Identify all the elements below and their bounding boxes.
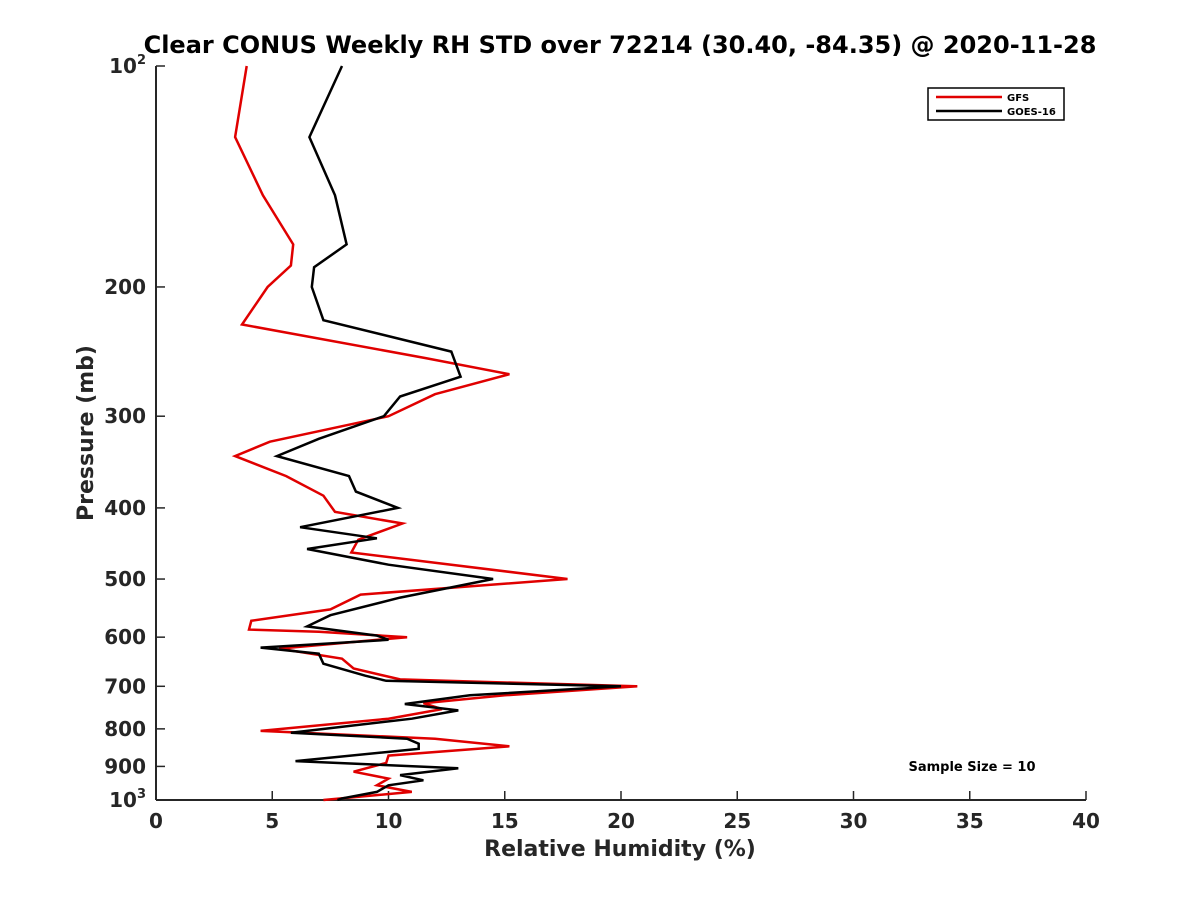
series-line-goes-16: [260, 65, 622, 802]
legend-label-gfs: GFS: [1007, 93, 1029, 104]
x-tick-label: 25: [723, 809, 751, 833]
sample-size-annotation: Sample Size = 10: [908, 760, 1035, 775]
y-tick-label: 500: [104, 567, 146, 591]
y-tick-label: 102: [109, 53, 146, 78]
legend: GFS GOES-16: [927, 87, 1065, 121]
y-axis-label: Pressure (mb): [74, 345, 99, 521]
series-line-gfs: [231, 65, 638, 802]
y-tick-label: 300: [104, 404, 146, 428]
legend-box: [927, 87, 1065, 121]
series-layer: [231, 65, 638, 802]
y-tick-label: 103: [109, 787, 146, 812]
y-tick-label: 800: [104, 717, 146, 741]
legend-label-goes16: GOES-16: [1007, 107, 1056, 118]
y-tick-label: 200: [104, 275, 146, 299]
x-tick-label: 0: [149, 809, 163, 833]
x-tick-label: 5: [265, 809, 279, 833]
y-tick-label: 900: [104, 754, 146, 778]
x-tick-label: 30: [840, 809, 868, 833]
axes: 0 5 10 15 20 25 30 35 40 102 200 300 400 500 600 700 800…: [104, 53, 1100, 833]
y-tick-label: 400: [104, 496, 146, 520]
chart-title: Clear CONUS Weekly RH STD over 72214 (30…: [144, 31, 1097, 59]
y-tick-label: 600: [104, 625, 146, 649]
x-axis-label: Relative Humidity (%): [484, 837, 756, 862]
x-tick-label: 10: [375, 809, 403, 833]
x-tick-label: 40: [1072, 809, 1100, 833]
y-tick-label: 700: [104, 674, 146, 698]
x-tick-label: 35: [956, 809, 984, 833]
x-tick-label: 15: [491, 809, 519, 833]
x-tick-label: 20: [607, 809, 635, 833]
